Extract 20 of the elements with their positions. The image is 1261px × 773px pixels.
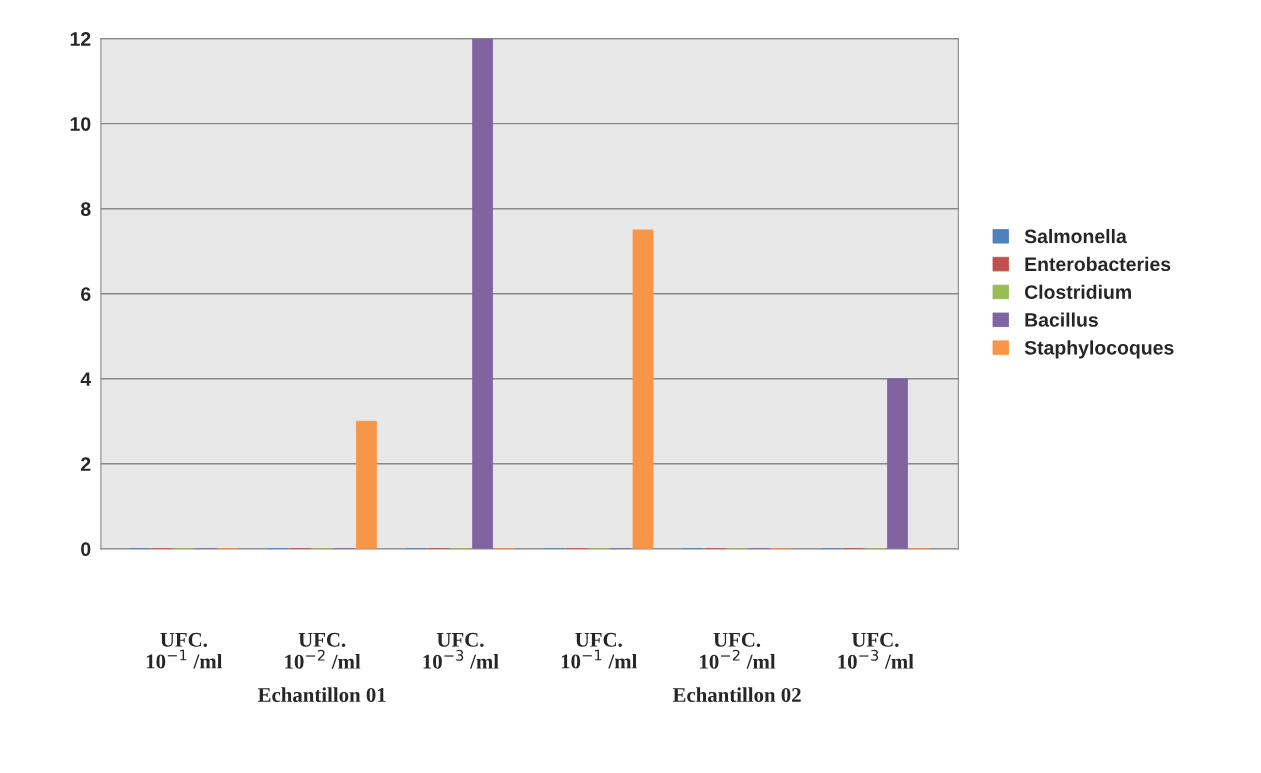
legend-label: Salmonella	[1024, 228, 1127, 244]
y-tick-label: 10	[70, 117, 91, 131]
legend-label: Staphylocoques	[1024, 340, 1174, 359]
y-tick-label: 8	[80, 202, 91, 216]
y-tick-label: 4	[80, 372, 92, 386]
legend-label: Enterobacteries	[1025, 256, 1171, 272]
x-tick-label: UFC. 10$^{−3}$ /ml	[838, 632, 914, 669]
y-tick-label: 0	[81, 542, 91, 557]
legend-label: Clostridium	[1024, 284, 1131, 299]
y-tick-label: 12	[70, 32, 91, 46]
y-tick-label: 2	[81, 457, 91, 471]
x-tick-label: UFC. 10$^{−1}$ /ml	[561, 632, 638, 669]
x-tick-label: UFC. 10$^{−2}$ /ml	[700, 632, 776, 669]
y-tick-label: 6	[81, 287, 91, 301]
text: Echantillon 01	[257, 687, 386, 702]
x-tick-label: UFC. 10$^{−3}$ /ml	[423, 632, 499, 669]
x-tick-label: UFC. 10$^{−1}$ /ml	[146, 632, 223, 669]
text: Echantillon 02	[672, 687, 801, 702]
legend-label: Bacillus	[1025, 312, 1098, 327]
x-tick-label: UFC. 10$^{−2}$ /ml	[285, 632, 361, 669]
